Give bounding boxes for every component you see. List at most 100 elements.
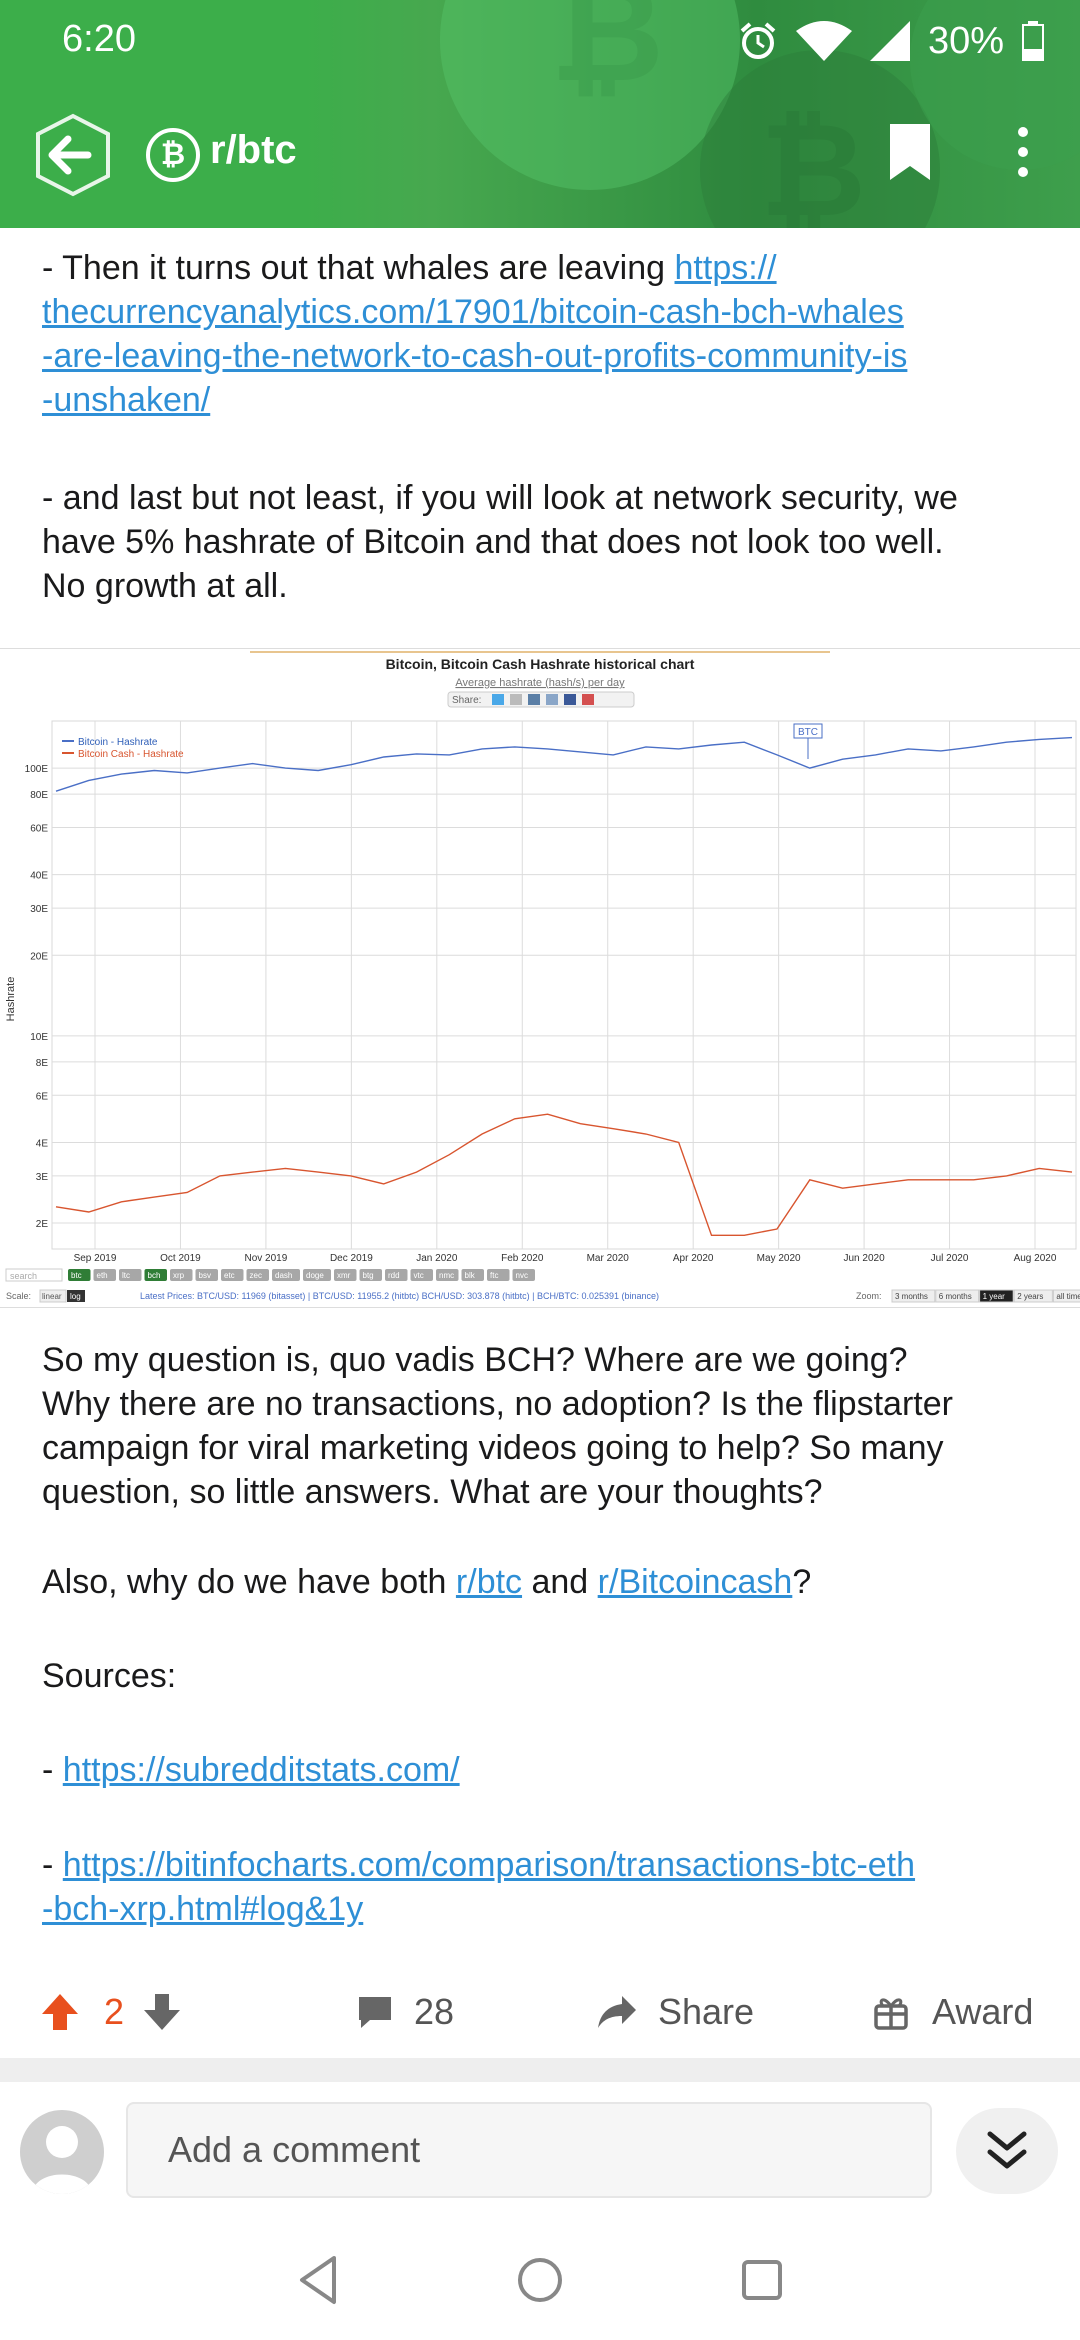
coin-tag — [487, 1269, 510, 1281]
coin-tag-label: nvc — [516, 1271, 528, 1280]
hashrate-chart: Bitcoin, Bitcoin Cash Hashrate historica… — [5, 651, 1080, 1303]
nav-recents-icon[interactable] — [734, 2252, 790, 2308]
twitter-share-icon[interactable] — [492, 694, 504, 705]
coin-tag — [170, 1269, 193, 1281]
back-button[interactable] — [30, 112, 116, 198]
share-label: Share — [658, 1991, 755, 2032]
nav-home-icon[interactable] — [512, 2252, 568, 2308]
coin-tag — [359, 1269, 382, 1281]
source-item: - https://bitinfocharts.com/comparison/t… — [42, 1843, 1052, 1931]
more-options-button[interactable] — [1004, 122, 1042, 182]
subreddit-header: ₿ ₿ 6:20 30% — [0, 0, 1080, 228]
x-tick-label: Aug 2020 — [1014, 1253, 1057, 1264]
paragraph-line: Why there are no transactions, no adopti… — [42, 1385, 953, 1423]
y-tick-label: 3E — [36, 1172, 49, 1183]
paragraph-line: campaign for viral marketing videos goin… — [42, 1429, 944, 1467]
user-avatar-icon — [32, 2126, 92, 2194]
y-tick-label: 100E — [25, 764, 49, 775]
scale-log-button[interactable]: log — [70, 1292, 81, 1301]
weibo-share-icon[interactable] — [582, 694, 594, 705]
subredditstats-link[interactable]: https://subredditstats.com/ — [62, 1751, 460, 1789]
vote-count: 2 — [104, 1991, 125, 2032]
vk-share-icon[interactable] — [528, 694, 540, 705]
coin-tag — [195, 1269, 218, 1281]
like-share-icon[interactable] — [546, 694, 558, 705]
zoom-button — [935, 1289, 980, 1303]
zoom-label: Zoom: — [856, 1291, 882, 1301]
vote-group: 2 — [40, 1964, 182, 2060]
header-bitcoin-pattern: ₿ ₿ — [440, 0, 1080, 228]
y-axis-label: Hashrate — [5, 977, 17, 1022]
bitinfocharts-link[interactable]: https://bitinfocharts.com/comparison/tra… — [62, 1846, 916, 1884]
paragraph-text: - Then it turns out that whales are leav… — [42, 249, 675, 287]
plot-frame — [51, 720, 1077, 1250]
post-actions-bar: 2 28 Share Award — [0, 1964, 1080, 2060]
paragraph-line: No growth at all. — [42, 567, 288, 605]
upvote-icon[interactable] — [40, 1992, 80, 2032]
whales-article-link-cont[interactable]: thecurrencyanalytics.com/17901/bitcoin-c… — [42, 293, 904, 331]
coin-tag-label: dash — [275, 1271, 292, 1280]
gift-icon — [874, 1998, 908, 2030]
battery-percent: 30% — [927, 19, 1004, 62]
zoom-button-label: 2 years — [1017, 1292, 1043, 1301]
r-btc-link[interactable]: r/btc — [455, 1563, 523, 1601]
x-tick-label: Jun 2020 — [844, 1253, 886, 1264]
comment-icon — [359, 1997, 391, 2028]
share-icon — [598, 1996, 636, 2028]
coin-tag — [334, 1269, 357, 1281]
zoom-button-label: 6 months — [939, 1292, 972, 1301]
r-bitcoincash-link[interactable]: r/Bitcoincash — [597, 1563, 793, 1601]
paragraph-line: question, so little answers. What are yo… — [42, 1473, 823, 1511]
add-comment-input[interactable]: Add a comment — [126, 2102, 932, 2198]
scale-linear-button[interactable]: linear — [42, 1292, 62, 1301]
navigation-bar — [0, 2214, 1080, 2340]
share-label: Share: — [452, 695, 481, 706]
x-tick-label: Apr 2020 — [673, 1253, 714, 1264]
coin-tag — [410, 1269, 433, 1281]
chart-search-box[interactable]: search — [10, 1271, 37, 1281]
coin-tag-label: nmc — [439, 1271, 454, 1280]
hashrate-chart-image[interactable]: Bitcoin, Bitcoin Cash Hashrate historica… — [0, 648, 1080, 1308]
bitcoin-cash-icon: ₿ — [146, 128, 200, 182]
bitinfocharts-link-cont[interactable]: -bch-xrp.html#log&1y — [42, 1890, 364, 1928]
alarm-icon — [740, 22, 776, 59]
y-tick-label: 80E — [30, 790, 48, 801]
legend-bch: Bitcoin Cash - Hashrate — [78, 749, 184, 760]
sources-heading: Sources: — [42, 1657, 177, 1695]
chart-footer: search btc eth ltc bch xrp bsv etc zec dash doge x… — [5, 1268, 1080, 1303]
avatar[interactable] — [20, 2110, 104, 2194]
facebook-share-icon[interactable] — [564, 694, 576, 705]
share-button[interactable]: Share — [596, 1964, 754, 2060]
post-paragraph-security: - and last but not least, if you will lo… — [42, 476, 1052, 608]
toolbar: ₿ r/btc — [0, 100, 1080, 210]
reddit-share-icon[interactable] — [510, 694, 522, 705]
whales-article-link[interactable]: https:// — [674, 249, 777, 287]
coin-tag — [272, 1269, 300, 1281]
plot-area: 100E 80E 60E 40E 30E 20E 10E 8E 6E 4E 3E 2E Sep 2019… — [25, 720, 1077, 1264]
comment-bar: Add a comment — [0, 2082, 1080, 2214]
coin-tag-label: vtc — [414, 1271, 424, 1280]
coin-tag — [68, 1269, 91, 1281]
nav-back-icon[interactable] — [290, 2252, 346, 2308]
coin-tag — [119, 1269, 142, 1281]
btc-hashrate-line — [55, 736, 1073, 792]
downvote-icon[interactable] — [142, 1992, 182, 2032]
x-tick-label: May 2020 — [757, 1253, 801, 1264]
whales-article-link-cont[interactable]: -unshaken/ — [42, 381, 211, 419]
scale-label: Scale: — [6, 1291, 31, 1301]
bookmark-button[interactable] — [886, 122, 934, 182]
coin-tag — [246, 1269, 269, 1281]
coin-tag-label: rdd — [388, 1271, 400, 1280]
award-button[interactable]: Award — [874, 1964, 1033, 2060]
wifi-icon — [795, 21, 852, 61]
y-tick-label: 10E — [30, 1032, 48, 1043]
zoom-button — [891, 1289, 936, 1303]
collapse-comments-button[interactable] — [956, 2108, 1058, 2194]
x-tick-label: Oct 2019 — [160, 1253, 201, 1264]
paragraph-text: Also, why do we have both — [42, 1563, 456, 1601]
whales-article-link-cont[interactable]: -are-leaving-the-network-to-cash-out-pro… — [42, 337, 908, 375]
paragraph-line: have 5% hashrate of Bitcoin and that doe… — [42, 523, 944, 561]
paragraph-line: - and last but not least, if you will lo… — [42, 479, 958, 517]
comments-button[interactable]: 28 — [356, 1964, 454, 2060]
x-tick-label: Feb 2020 — [501, 1253, 544, 1264]
